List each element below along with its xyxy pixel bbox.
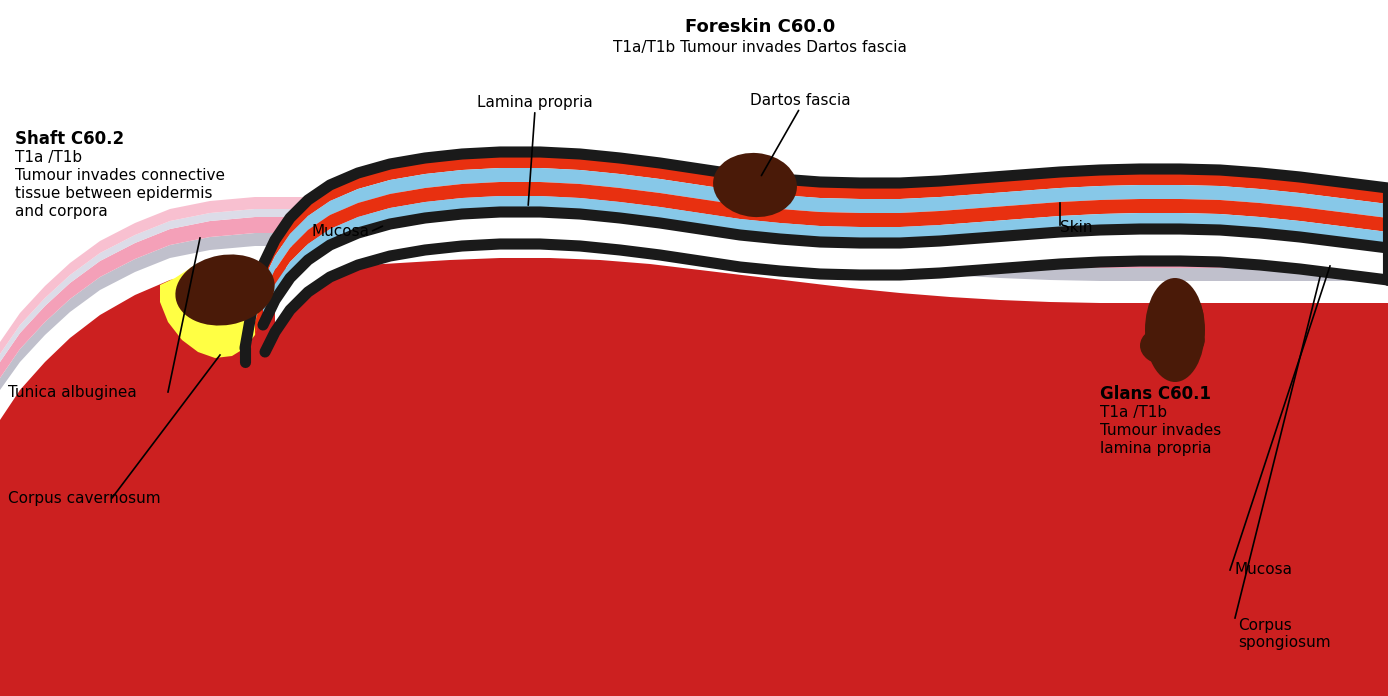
Ellipse shape	[737, 163, 765, 184]
Text: Mucosa: Mucosa	[1235, 562, 1294, 578]
Ellipse shape	[175, 255, 275, 326]
Text: T1a /T1b: T1a /T1b	[1101, 405, 1167, 420]
Text: Glans C60.1: Glans C60.1	[1101, 385, 1210, 403]
Text: Shaft C60.2: Shaft C60.2	[15, 130, 124, 148]
Polygon shape	[250, 168, 1388, 348]
Text: Lamina propria: Lamina propria	[477, 95, 593, 110]
Polygon shape	[262, 196, 1388, 325]
Ellipse shape	[204, 266, 236, 290]
Polygon shape	[0, 258, 1388, 696]
Polygon shape	[0, 207, 1388, 378]
Ellipse shape	[1162, 299, 1203, 330]
Ellipse shape	[1149, 294, 1195, 329]
Text: Corpus
spongiosum: Corpus spongiosum	[1238, 618, 1331, 650]
Text: T1a /T1b: T1a /T1b	[15, 150, 82, 165]
Ellipse shape	[713, 153, 797, 217]
Text: tissue between epidermis: tissue between epidermis	[15, 186, 212, 201]
Text: Dartos fascia: Dartos fascia	[750, 93, 851, 108]
Polygon shape	[275, 212, 1388, 332]
Polygon shape	[255, 182, 1388, 336]
Ellipse shape	[1140, 326, 1192, 365]
Ellipse shape	[226, 287, 254, 308]
Text: lamina propria: lamina propria	[1101, 441, 1212, 456]
Text: Corpus cavernosum: Corpus cavernosum	[8, 491, 161, 505]
Ellipse shape	[752, 166, 779, 185]
Ellipse shape	[193, 287, 228, 314]
Text: Tumour invades: Tumour invades	[1101, 423, 1221, 438]
Text: Tunica albuginea: Tunica albuginea	[8, 384, 137, 400]
Ellipse shape	[1145, 278, 1205, 382]
Text: Skin: Skin	[1060, 221, 1092, 235]
Ellipse shape	[1163, 325, 1205, 356]
Polygon shape	[0, 199, 1388, 362]
Text: and corpora: and corpora	[15, 204, 108, 219]
Ellipse shape	[726, 182, 758, 207]
Polygon shape	[246, 152, 1388, 358]
Text: Mucosa: Mucosa	[312, 225, 371, 239]
Text: Tumour invades connective: Tumour invades connective	[15, 168, 225, 183]
Ellipse shape	[223, 269, 251, 290]
Polygon shape	[0, 187, 1388, 354]
Ellipse shape	[755, 182, 780, 201]
Polygon shape	[160, 258, 260, 358]
Text: Foreskin C60.0: Foreskin C60.0	[684, 18, 836, 36]
Text: T1a/T1b Tumour invades Dartos fascia: T1a/T1b Tumour invades Dartos fascia	[613, 40, 906, 55]
Polygon shape	[0, 223, 1388, 390]
